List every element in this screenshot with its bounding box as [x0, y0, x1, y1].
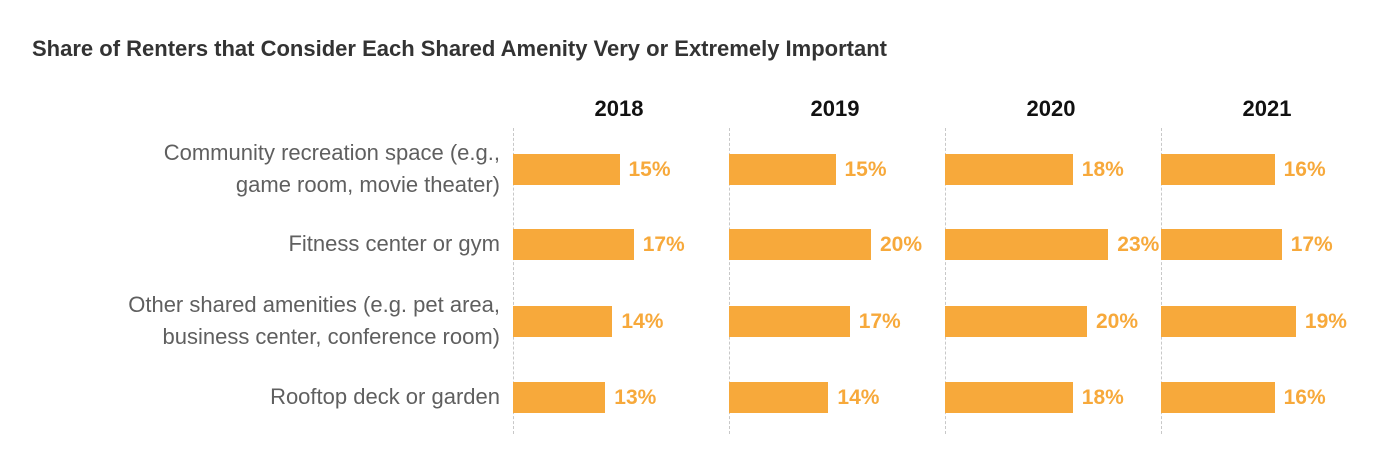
bar: [729, 381, 829, 413]
data-label: 15%: [844, 157, 887, 181]
category-label-line: business center, conference room): [162, 324, 500, 349]
chart-title: Share of Renters that Consider Each Shar…: [32, 36, 887, 61]
bar: [513, 153, 620, 185]
category-label-line: Other shared amenities (e.g. pet area,: [128, 292, 500, 317]
data-label: 23%: [1117, 232, 1160, 256]
year-header: 2021: [1242, 96, 1292, 121]
data-label: 16%: [1283, 385, 1326, 409]
data-label: 20%: [1096, 309, 1139, 333]
bar: [945, 305, 1087, 337]
category-label: Fitness center or gym: [0, 228, 500, 260]
bar: [729, 228, 871, 260]
data-label: 17%: [642, 232, 685, 256]
category-label-line: game room, movie theater): [235, 172, 500, 197]
panel-baseline: [729, 128, 730, 434]
bar: [945, 153, 1073, 185]
panel-baseline: [945, 128, 946, 434]
data-label: 17%: [1290, 232, 1333, 256]
data-label: 18%: [1081, 385, 1124, 409]
data-label: 17%: [858, 309, 901, 333]
bar: [729, 153, 836, 185]
data-label: 16%: [1283, 157, 1326, 181]
category-label: Other shared amenities (e.g. pet area, bu…: [0, 289, 500, 353]
bar: [729, 305, 850, 337]
bar: [1161, 153, 1275, 185]
bar: [1161, 305, 1296, 337]
bar: [513, 381, 606, 413]
year-header: 2018: [594, 96, 644, 121]
bar: [1161, 228, 1282, 260]
data-label: 13%: [614, 385, 657, 409]
category-label: Rooftop deck or garden: [0, 381, 500, 413]
bar: [513, 305, 613, 337]
panel-baseline: [513, 128, 514, 434]
year-header: 2020: [1026, 96, 1076, 121]
data-label: 14%: [621, 309, 664, 333]
data-label: 19%: [1304, 309, 1347, 333]
bar: [945, 381, 1073, 413]
category-label: Community recreation space (e.g., game ro…: [0, 137, 500, 201]
data-label: 14%: [837, 385, 880, 409]
data-label: 18%: [1081, 157, 1124, 181]
year-header: 2019: [810, 96, 860, 121]
data-label: 15%: [628, 157, 671, 181]
panel-baseline: [1161, 128, 1162, 434]
category-label-line: Rooftop deck or garden: [270, 384, 500, 409]
bar: [513, 228, 634, 260]
bar: [945, 228, 1109, 260]
category-label-line: Community recreation space (e.g.,: [163, 140, 500, 165]
category-label-line: Fitness center or gym: [288, 231, 500, 256]
data-label: 20%: [880, 232, 923, 256]
bar: [1161, 381, 1275, 413]
